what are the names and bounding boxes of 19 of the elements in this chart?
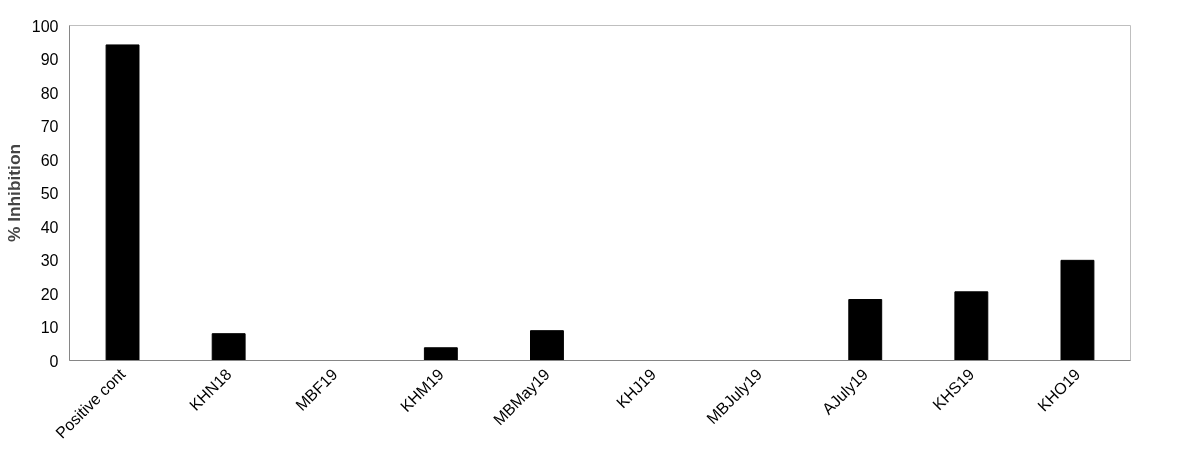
y-tick-label: 30 [40,252,59,269]
y-tick-label: 90 [40,51,59,68]
y-tick-label: 70 [40,118,59,135]
bar [530,330,564,361]
y-tick-label: 60 [40,151,59,169]
y-tick-label: 50 [40,185,59,202]
bar [423,347,458,361]
y-tick-label: 40 [40,218,59,236]
bar [848,299,883,361]
y-tick-label: 20 [40,285,59,303]
y-axis-title: % Inhibition [3,143,24,243]
y-tick-label: 80 [40,84,59,102]
bar [954,291,989,361]
y-tick-label: 0 [49,352,59,370]
bar [1060,259,1095,361]
y-tick-label: 100 [31,17,59,35]
y-tick-label: 10 [40,319,59,336]
bar [105,44,140,361]
bar [211,333,246,361]
